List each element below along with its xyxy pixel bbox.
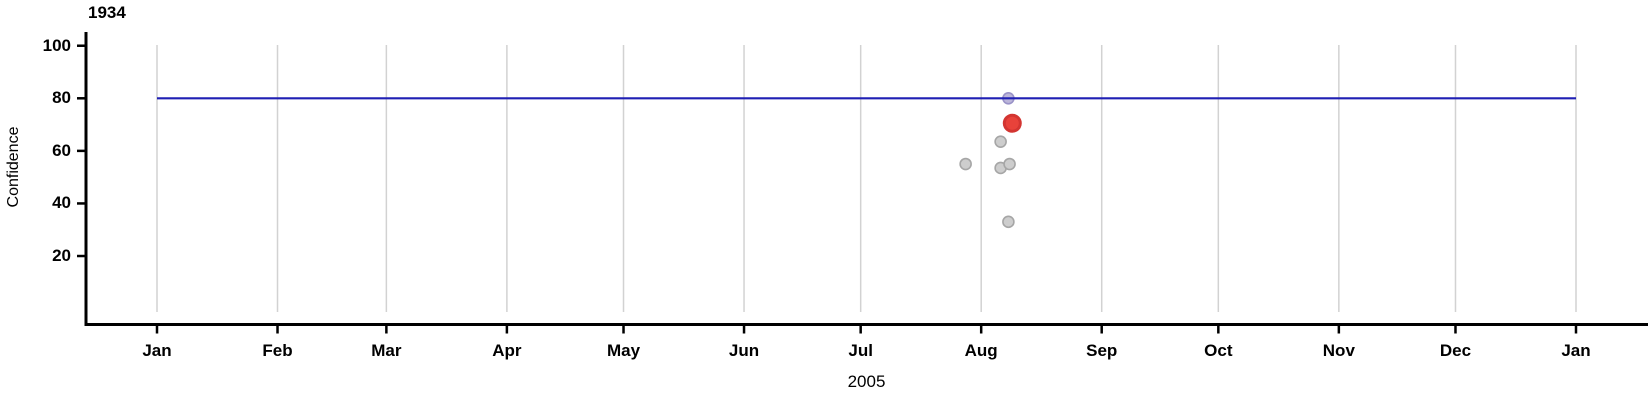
x-tick-label: Jan xyxy=(1561,341,1591,360)
x-tick-label: Sep xyxy=(1086,341,1118,360)
x-axis-year-label: 2005 xyxy=(847,372,886,391)
data-point[interactable] xyxy=(1003,157,1016,171)
x-tick-label: Jan xyxy=(142,341,172,360)
x-tick-label: Oct xyxy=(1204,341,1233,360)
highlighted-data-point[interactable] xyxy=(1002,113,1022,133)
y-tick-label: 100 xyxy=(42,35,71,55)
x-tick-label: Jun xyxy=(728,341,760,360)
y-tick-label: 80 xyxy=(52,88,71,108)
x-tick-label: Apr xyxy=(492,341,522,360)
data-point[interactable] xyxy=(959,157,972,171)
x-tick-label: Mar xyxy=(371,341,402,360)
x-tick-label: May xyxy=(606,341,641,360)
y-tick-label: 60 xyxy=(52,140,71,160)
x-tick-label: Nov xyxy=(1322,341,1355,360)
data-point[interactable] xyxy=(1002,215,1015,229)
x-tick-label: Dec xyxy=(1439,341,1472,360)
y-tick-label: 20 xyxy=(52,246,71,266)
x-tick-label: Aug xyxy=(964,341,998,360)
x-tick-label: Feb xyxy=(262,341,293,360)
y-axis-label: Confidence xyxy=(5,126,22,208)
x-tick-label: Jul xyxy=(848,341,873,360)
y-tick-label: 40 xyxy=(52,193,71,213)
data-point[interactable] xyxy=(994,135,1007,148)
chart-title: 1934 xyxy=(88,3,126,22)
